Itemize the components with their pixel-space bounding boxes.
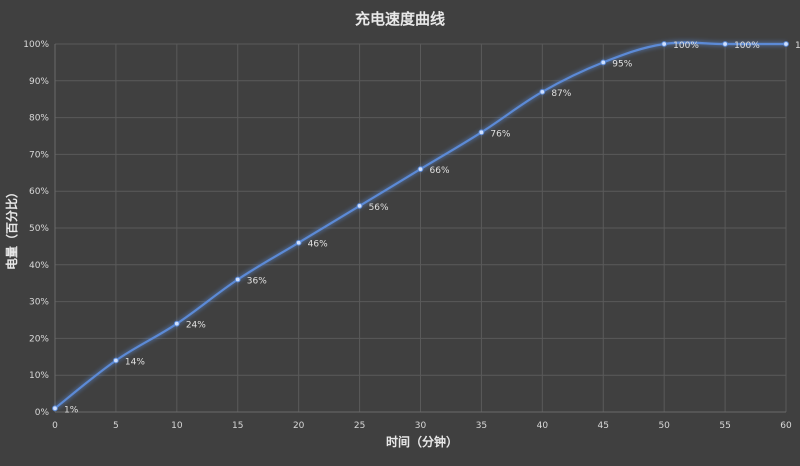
data-point xyxy=(783,41,789,47)
axes xyxy=(54,44,786,413)
x-axis-title: 时间（分钟） xyxy=(386,434,458,449)
data-point xyxy=(52,405,58,412)
gridlines xyxy=(55,43,787,412)
x-tick-label: 5 xyxy=(113,421,119,431)
x-tick-label: 0 xyxy=(52,421,58,431)
data-label: 100% xyxy=(673,41,699,51)
data-label: 87% xyxy=(551,89,571,99)
x-tick-label: 30 xyxy=(415,421,427,431)
x-tick-label: 20 xyxy=(293,421,305,431)
y-tick-labels: 0% 10% 20% 30% 40% 50% 60% 70% 80% 90% 100% xyxy=(23,40,49,418)
data-point xyxy=(600,59,607,66)
data-point xyxy=(356,203,363,209)
data-label: 24% xyxy=(186,321,206,331)
data-point xyxy=(113,357,119,364)
chart-title: 充电速度曲线 xyxy=(355,10,445,28)
data-label: 36% xyxy=(247,277,267,287)
x-tick-label: 25 xyxy=(354,421,365,431)
x-tick-labels: 0 5 10 15 20 25 30 35 40 45 50 55 60 xyxy=(52,421,792,431)
y-tick-label: 50% xyxy=(29,224,49,234)
data-label: 56% xyxy=(369,203,389,213)
x-tick-label: 10 xyxy=(171,421,183,431)
x-tick-label: 15 xyxy=(232,421,243,431)
data-point xyxy=(661,41,668,47)
data-points xyxy=(52,41,789,412)
data-point xyxy=(417,166,424,173)
x-tick-label: 55 xyxy=(719,421,730,431)
y-tick-label: 70% xyxy=(29,150,49,160)
y-tick-label: 90% xyxy=(29,77,49,87)
y-tick-label: 100% xyxy=(23,40,49,50)
data-point xyxy=(539,88,546,95)
y-tick-label: 30% xyxy=(29,298,49,308)
x-tick-label: 50 xyxy=(658,421,670,431)
y-tick-label: 10% xyxy=(29,371,49,381)
data-label: 14% xyxy=(125,357,145,367)
data-label: 100% xyxy=(795,41,800,51)
data-point xyxy=(295,239,302,246)
data-label: 100% xyxy=(734,41,760,51)
y-tick-label: 60% xyxy=(29,187,49,197)
y-tick-label: 0% xyxy=(35,408,50,418)
x-tick-label: 40 xyxy=(537,421,549,431)
data-point xyxy=(234,276,241,283)
data-point xyxy=(173,320,180,327)
x-tick-label: 45 xyxy=(598,421,609,431)
data-label: 1% xyxy=(64,405,79,415)
data-label: 46% xyxy=(308,240,328,250)
data-labels: 1% 14% 24% 36% 46% 56% 66% 76% 87% 95% 100% 100% 100… xyxy=(64,41,800,415)
x-tick-label: 35 xyxy=(476,421,487,431)
data-label: 76% xyxy=(490,129,510,139)
data-label: 66% xyxy=(430,166,450,176)
data-point xyxy=(722,41,728,47)
y-tick-label: 20% xyxy=(29,334,49,344)
y-axis-title: 电量（百分比） xyxy=(4,186,19,270)
data-point xyxy=(478,129,485,136)
x-tick-label: 60 xyxy=(780,421,792,431)
data-label: 95% xyxy=(612,59,632,69)
y-tick-label: 80% xyxy=(29,114,49,124)
y-tick-label: 40% xyxy=(29,261,49,271)
